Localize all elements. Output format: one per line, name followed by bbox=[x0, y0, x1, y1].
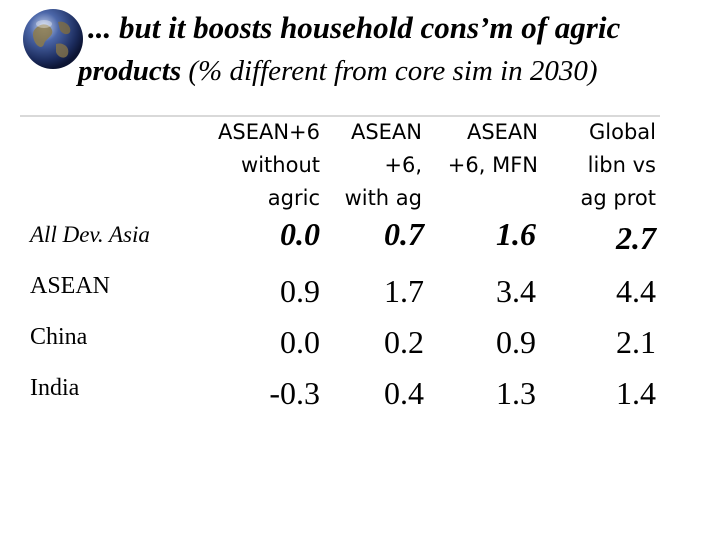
column-header-line: ASEAN+6 bbox=[218, 120, 320, 144]
column-header-line: ASEAN bbox=[466, 120, 538, 144]
column-header-3: ASEAN +6, MFN bbox=[422, 116, 538, 182]
column-header-4: Global libn vs ag prot bbox=[540, 116, 656, 215]
column-header-line: ag prot bbox=[580, 186, 656, 210]
table-cell: 3.4 bbox=[496, 273, 536, 309]
column-header-line: Global bbox=[589, 120, 656, 144]
table-cell: -0.3 bbox=[269, 375, 320, 411]
title-line-1: ... but it boosts household cons’m of ag… bbox=[88, 10, 621, 45]
table-cell: 1.3 bbox=[496, 375, 536, 411]
table-cell: 0.7 bbox=[384, 216, 424, 252]
slide-title: ... but it boosts household cons’m of ag… bbox=[0, 0, 720, 110]
row-label-all-dev-asia: All Dev. Asia bbox=[30, 222, 150, 247]
table-cell: 0.0 bbox=[280, 216, 320, 252]
column-header-2: ASEAN +6, with ag bbox=[322, 116, 422, 215]
globe-icon bbox=[22, 8, 84, 70]
table-cell: 0.2 bbox=[384, 324, 424, 360]
table-cell: 1.7 bbox=[384, 273, 424, 309]
column-header-line: libn vs bbox=[587, 153, 656, 177]
table-cell: 1.4 bbox=[616, 375, 656, 411]
column-header-line: ASEAN bbox=[350, 120, 422, 144]
table-cell: 4.4 bbox=[616, 273, 656, 309]
title-divider bbox=[20, 115, 660, 117]
table-cell: 0.0 bbox=[280, 324, 320, 360]
row-label-asean: ASEAN bbox=[30, 273, 111, 299]
table-cell: 0.4 bbox=[384, 375, 424, 411]
title-line-2-bold: products bbox=[78, 55, 182, 87]
column-header-line: +6, bbox=[384, 153, 422, 177]
table-cell: 2.7 bbox=[616, 220, 656, 256]
table-cell: 0.9 bbox=[496, 324, 536, 360]
row-label-india: India bbox=[30, 375, 80, 401]
table-cell: 2.1 bbox=[616, 324, 656, 360]
row-label-china: China bbox=[30, 324, 88, 350]
column-header-line: agric bbox=[267, 186, 320, 210]
table-cell: 1.6 bbox=[496, 216, 536, 252]
column-header-line: without bbox=[241, 153, 320, 177]
column-header-line: with ag bbox=[344, 186, 422, 210]
table-cell: 0.9 bbox=[280, 273, 320, 309]
column-header-1: ASEAN+6 without agric bbox=[190, 116, 320, 215]
title-line-2-rest: (% different from core sim in 2030) bbox=[181, 55, 598, 87]
column-header-line: +6, MFN bbox=[447, 153, 538, 177]
title-line-2: products (% different from core sim in 2… bbox=[78, 55, 598, 88]
